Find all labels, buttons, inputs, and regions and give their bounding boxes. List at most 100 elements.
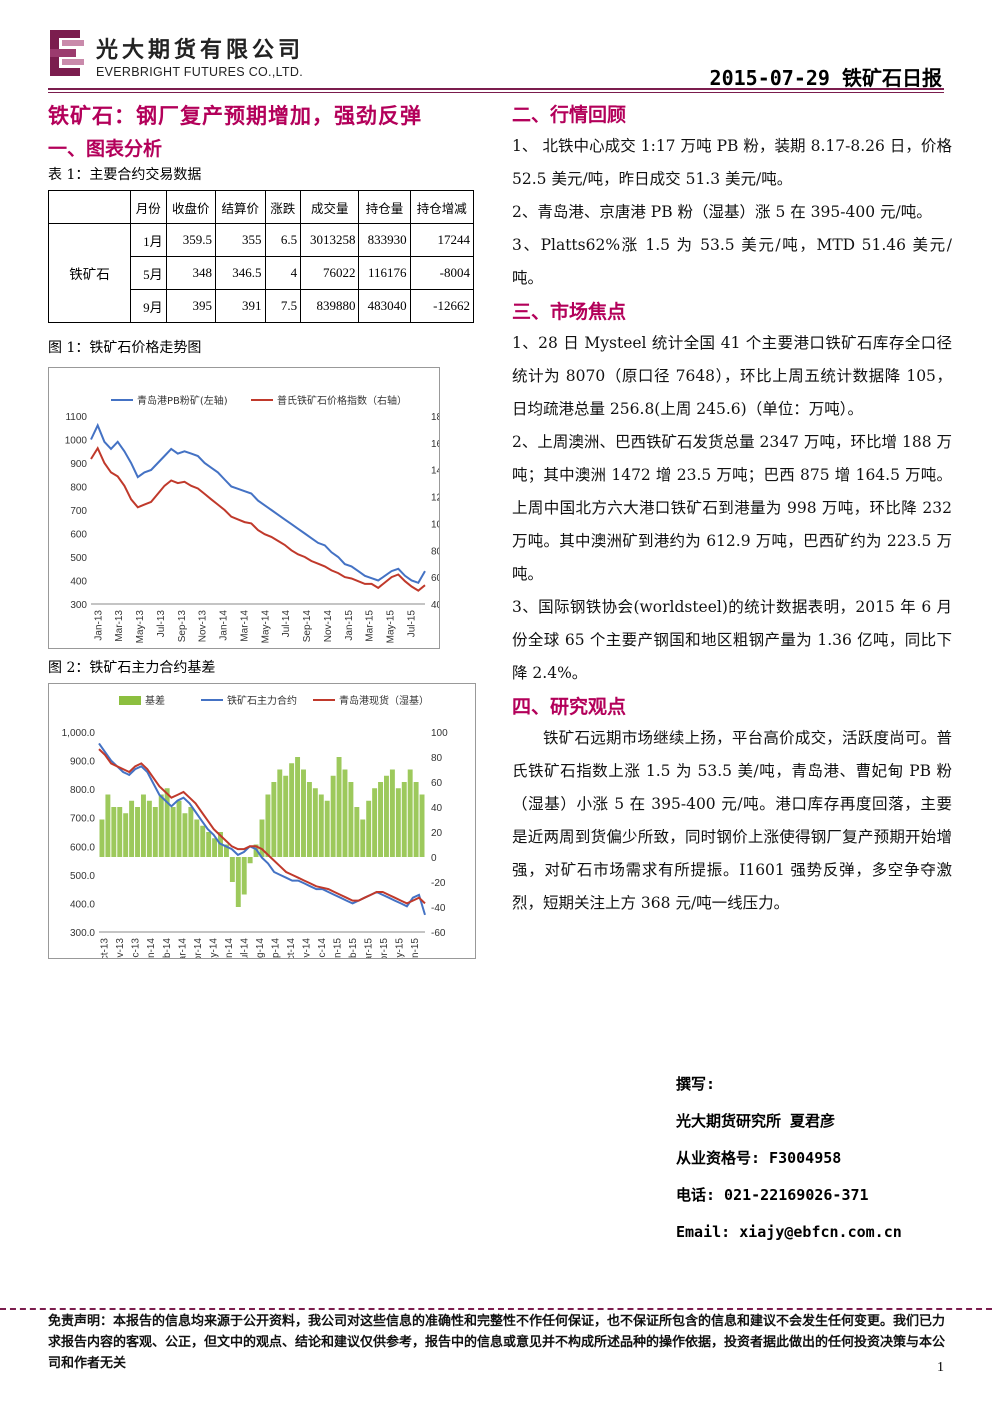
x-tick-label: Jan-15 — [344, 610, 355, 641]
basis-bar — [117, 807, 123, 857]
research-view-text: 铁矿石远期市场继续上扬，平台高价成交，活跃度尚可。普氏铁矿石指数上涨 1.5 为… — [512, 729, 952, 912]
cell-change: 6.5 — [264, 223, 302, 257]
y-left-tick-label: 700 — [70, 506, 87, 517]
table-header-cell — [48, 190, 131, 224]
x-tick-label: Jan-15 — [333, 938, 344, 958]
x-tick-label: Nov-13 — [198, 610, 209, 643]
basis-bar — [182, 813, 188, 857]
y-right-tick-label: 40 — [431, 803, 443, 814]
basis-bar — [188, 807, 194, 857]
y-left-tick-label: 900 — [70, 459, 87, 470]
commodity-name: 铁矿石 — [48, 223, 131, 323]
x-tick-label: Dec-14 — [317, 938, 328, 958]
basis-bar — [164, 788, 170, 857]
x-tick-label: Feb-14 — [162, 938, 173, 958]
headline: 铁矿石：钢厂复产预期增加，强劲反弹 — [48, 104, 422, 128]
cell-month: 9月 — [130, 289, 167, 323]
y-left-tick-label: 300 — [70, 600, 87, 611]
basis-bar — [206, 832, 212, 857]
y-right-tick-label: 140 — [431, 466, 439, 477]
x-tick-label: Nov-14 — [301, 938, 312, 958]
x-tick-label: Jul-14 — [239, 938, 250, 958]
cell-settle: 391 — [215, 289, 266, 323]
cell-oi: 116176 — [358, 256, 411, 290]
y-left-tick-label: 1,000.0 — [62, 728, 96, 739]
contract-data-table: 月份 收盘价 结算价 涨跌 成交量 持仓量 持仓增减 铁矿石 1月 359.5 … — [48, 190, 475, 323]
basis-chart-svg: 1,000.0 900.0 800.0 700.0 600.0 500.0 400.0 300… — [62, 694, 448, 958]
x-tick-label: Nov-13 — [115, 938, 126, 958]
author-license: 从业资格号: F3004958 — [676, 1149, 842, 1167]
basis-bar — [318, 794, 324, 857]
x-tick-label: Apr-14 — [193, 938, 204, 958]
legend-swatch — [119, 696, 141, 705]
table-header-cell: 持仓量 — [358, 190, 411, 224]
basis-bar — [389, 769, 395, 857]
basis-bar — [360, 819, 366, 857]
table-header-cell: 收盘价 — [165, 190, 217, 224]
table-row: 5月 348 346.5 4 76022 116176 -8004 — [49, 256, 475, 290]
y-left-tick-label: 600.0 — [70, 842, 95, 853]
basis-bar — [123, 813, 129, 857]
cell-month: 5月 — [130, 256, 167, 290]
price-trend-chart-svg: 1100 1000 900 800 700 600 500 400 300 180 160 140 12… — [65, 394, 439, 643]
basis-bar — [105, 794, 111, 857]
x-tick-label: Sep-13 — [177, 610, 188, 643]
series-line — [98, 748, 426, 905]
y-left-tick-label: 1100 — [65, 412, 87, 423]
cell-volume: 839880 — [300, 289, 360, 323]
cell-change: 7.5 — [264, 289, 302, 323]
basis-bar — [223, 844, 229, 857]
x-tick-label: May-15 — [395, 938, 406, 958]
basis-bar — [401, 782, 407, 857]
x-tick-label: Mar-14 — [177, 938, 188, 958]
x-tick-label: Jun-15 — [410, 938, 421, 958]
legend-label: 普氏铁矿石价格指数（右轴） — [277, 394, 407, 407]
y-right-tick-label: -20 — [431, 878, 446, 889]
y-right-tick-label: -60 — [431, 928, 446, 939]
cell-close: 395 — [165, 289, 217, 323]
basis-bar — [265, 794, 271, 857]
focus-item: 3、国际钢铁协会(worldsteel)的统计数据表明，2015 年 6 月份全… — [512, 598, 952, 682]
fig1-caption: 图 1：铁矿石价格走势图 — [48, 340, 202, 356]
author-block: 撰写: 光大期货研究所 夏君彦 从业资格号: F3004958 电话: 021-… — [676, 1066, 902, 1251]
table-header-cell: 持仓增减 — [409, 190, 475, 224]
basis-bar — [312, 788, 318, 857]
basis-bar — [158, 794, 164, 857]
y-right-tick-label: 180 — [431, 412, 439, 423]
x-tick-label: Oct-14 — [286, 938, 297, 958]
review-item: 1、 北铁中心成交 1:17 万吨 PB 粉，装期 8.17-8.26 日，价格… — [512, 137, 952, 188]
y-left-tick-label: 800.0 — [70, 785, 95, 796]
company-logo-icon — [50, 30, 84, 76]
header-divider — [48, 88, 944, 90]
table-header-cell: 结算价 — [215, 190, 266, 224]
table-header-row: 月份 收盘价 结算价 涨跌 成交量 持仓量 持仓增减 — [48, 190, 475, 224]
y-right-tick-label: 120 — [431, 493, 439, 504]
basis-bar — [283, 775, 289, 857]
cell-oi-change: -8004 — [409, 256, 475, 290]
cell-settle: 355 — [215, 223, 266, 257]
x-tick-label: Jul-14 — [281, 610, 292, 638]
cell-oi: 483040 — [358, 289, 411, 323]
review-item: 2、青岛港、京唐港 PB 粉（湿基）涨 5 在 395-400 元/吨。 — [512, 203, 932, 221]
x-tick-label: Mar-15 — [365, 610, 376, 642]
basis-bar — [378, 782, 384, 857]
basis-bar — [419, 794, 425, 857]
section-chart-analysis-title: 一、图表分析 — [48, 138, 163, 160]
x-tick-label: Sep-14 — [270, 938, 281, 958]
x-tick-label: Jan-14 — [219, 610, 230, 641]
price-trend-chart: 1100 1000 900 800 700 600 500 400 300 180 160 140 12… — [48, 367, 440, 649]
y-left-tick-label: 900.0 — [70, 757, 95, 768]
cell-volume: 3013258 — [300, 223, 360, 257]
right-column: 二、行情回顾 1、 北铁中心成交 1:17 万吨 PB 粉，装期 8.17-8.… — [512, 100, 952, 920]
cell-close: 348 — [165, 256, 217, 290]
y-left-tick-label: 1000 — [65, 436, 88, 447]
table-header-cell: 月份 — [130, 190, 167, 224]
basis-bar — [330, 775, 336, 857]
page-header: 光大期货有限公司 EVERBRIGHT FUTURES CO.,LTD. 201… — [0, 0, 992, 96]
cell-volume: 76022 — [300, 256, 360, 290]
basis-bar — [152, 807, 158, 857]
basis-bar — [135, 807, 140, 857]
basis-bar — [384, 775, 389, 857]
legend-label: 青岛港PB粉矿(左轴) — [137, 394, 228, 407]
y-left-tick-label: 800 — [70, 483, 87, 494]
